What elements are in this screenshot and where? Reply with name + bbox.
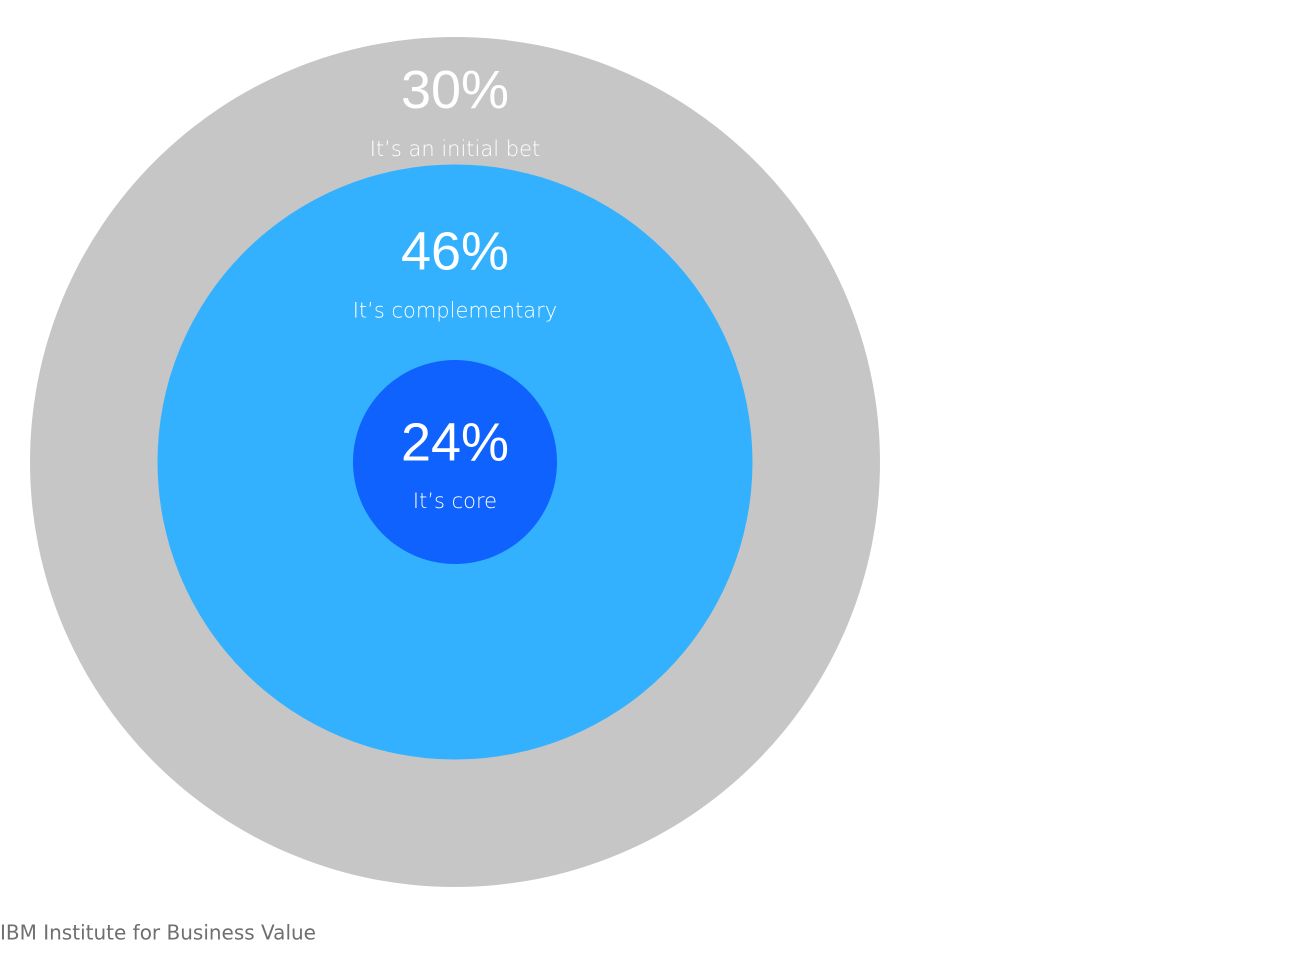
value-label: 24%: [401, 412, 509, 472]
category-label: It’s core: [413, 489, 497, 513]
rings: [30, 37, 880, 887]
source: IBM Institute for Business Value: [0, 921, 316, 945]
labels: 24% It’s core 46% It’s complementary 30% It’s…: [353, 60, 558, 513]
category-label: It’s an initial bet: [370, 137, 540, 161]
ring: [353, 360, 557, 564]
value-label: 30%: [401, 60, 509, 120]
value-label: 46%: [401, 222, 509, 282]
category-label: It’s complementary: [353, 298, 558, 322]
